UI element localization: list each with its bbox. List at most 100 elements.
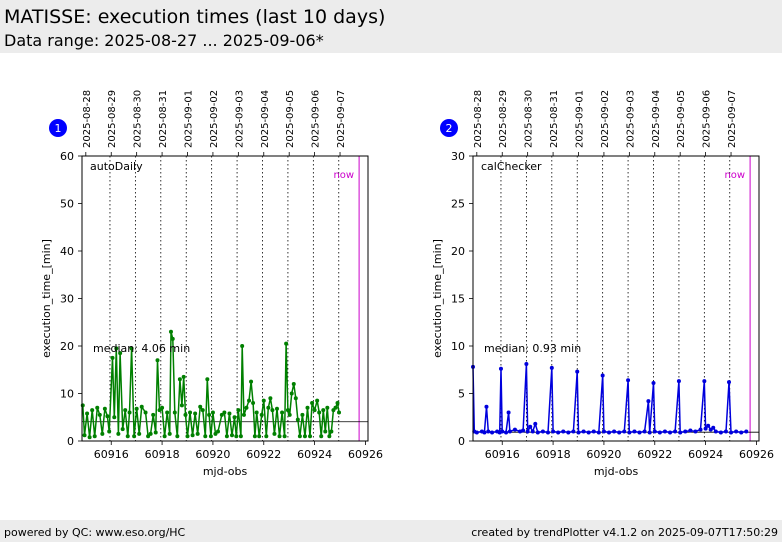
data-point <box>601 429 606 434</box>
data-point <box>270 408 275 413</box>
data-point <box>729 430 734 435</box>
y-axis-label: execution_time_[min] <box>40 239 53 358</box>
data-point <box>155 358 160 363</box>
data-point <box>530 429 535 434</box>
data-point <box>236 408 241 413</box>
data-point <box>327 434 332 439</box>
x-tick-label: 60924 <box>297 448 332 461</box>
data-point <box>244 405 249 410</box>
data-point <box>85 411 90 416</box>
data-point <box>153 430 158 435</box>
y-tick-label: 50 <box>60 198 74 211</box>
data-point <box>127 410 132 415</box>
data-point <box>319 434 324 439</box>
data-point <box>179 403 184 408</box>
x-tick-label: 60924 <box>688 448 723 461</box>
data-point <box>87 435 92 440</box>
data-point <box>151 412 156 417</box>
data-point <box>227 411 232 416</box>
data-point <box>229 433 234 438</box>
data-point <box>167 431 172 436</box>
y-tick-label: 0 <box>67 435 74 448</box>
data-point <box>302 434 307 439</box>
data-point <box>148 431 153 436</box>
data-point <box>282 434 287 439</box>
data-point <box>175 434 180 439</box>
data-point <box>744 429 749 434</box>
data-point <box>305 405 310 410</box>
data-point <box>703 426 708 431</box>
y-tick-label: 30 <box>451 150 465 163</box>
x-tick-label: 60922 <box>246 448 281 461</box>
data-point <box>335 401 340 405</box>
data-point <box>657 430 662 435</box>
data-point <box>662 429 667 434</box>
chart-badge-circle <box>49 119 67 137</box>
series-label: calChecker <box>481 160 542 173</box>
data-point <box>500 429 505 434</box>
data-point <box>185 434 190 439</box>
data-point <box>504 430 509 435</box>
data-point <box>524 362 529 367</box>
data-point <box>274 406 279 411</box>
data-point <box>533 421 538 426</box>
data-point <box>642 429 647 434</box>
data-point <box>626 378 631 383</box>
data-point <box>617 430 622 435</box>
series-label: autoDaily <box>90 160 143 173</box>
data-point <box>734 429 739 434</box>
data-point <box>208 434 213 439</box>
data-point <box>637 430 642 435</box>
data-point <box>216 429 221 434</box>
x-tick-label: 60916 <box>485 448 520 461</box>
data-point <box>323 429 328 434</box>
data-point <box>125 434 130 439</box>
data-point <box>213 431 218 436</box>
data-point <box>596 430 601 435</box>
data-point <box>264 434 269 439</box>
date-tick-label: 2025-08-29 <box>107 90 118 148</box>
data-point <box>727 380 732 385</box>
data-point <box>575 369 580 374</box>
data-point <box>123 408 128 413</box>
data-point <box>107 429 112 434</box>
data-point <box>198 404 203 409</box>
date-tick-label: 2025-09-05 <box>676 90 687 148</box>
data-point <box>295 417 300 422</box>
data-point <box>232 415 237 420</box>
date-tick-label: 2025-09-04 <box>260 90 271 148</box>
data-point <box>540 429 545 434</box>
x-axis-label: mjd-obs <box>594 465 639 478</box>
page-subtitle: Data range: 2025-08-27 ... 2025-09-06* <box>4 31 324 50</box>
data-point <box>252 434 257 439</box>
data-point <box>484 404 489 409</box>
data-point <box>254 410 259 415</box>
x-tick-label: 60918 <box>536 448 571 461</box>
data-point <box>116 431 121 436</box>
median-label: median: 0.93 min <box>484 342 581 355</box>
data-point <box>678 430 683 435</box>
data-point <box>586 430 591 435</box>
y-tick-label: 40 <box>60 245 74 258</box>
data-point <box>112 415 117 420</box>
data-point <box>498 366 503 371</box>
data-point <box>238 434 243 439</box>
data-point <box>210 410 215 415</box>
data-point <box>207 412 212 417</box>
date-tick-label: 2025-09-01 <box>184 90 195 148</box>
date-tick-label: 2025-09-07 <box>336 90 347 148</box>
data-point <box>249 379 254 384</box>
data-point <box>308 434 313 439</box>
data-point <box>518 429 523 434</box>
now-label: now <box>724 170 745 181</box>
data-point <box>203 434 208 439</box>
data-point <box>561 429 566 434</box>
data-point <box>521 428 526 433</box>
data-point <box>143 410 148 415</box>
x-tick-label: 60920 <box>586 448 621 461</box>
data-point <box>312 408 317 413</box>
chart-calchecker: 2 2025-08-28 2025-08-29 2025-08-30 2025-08-3… <box>431 90 774 478</box>
data-point <box>506 410 511 415</box>
y-tick-label: 10 <box>60 388 74 401</box>
series-line <box>82 331 340 438</box>
